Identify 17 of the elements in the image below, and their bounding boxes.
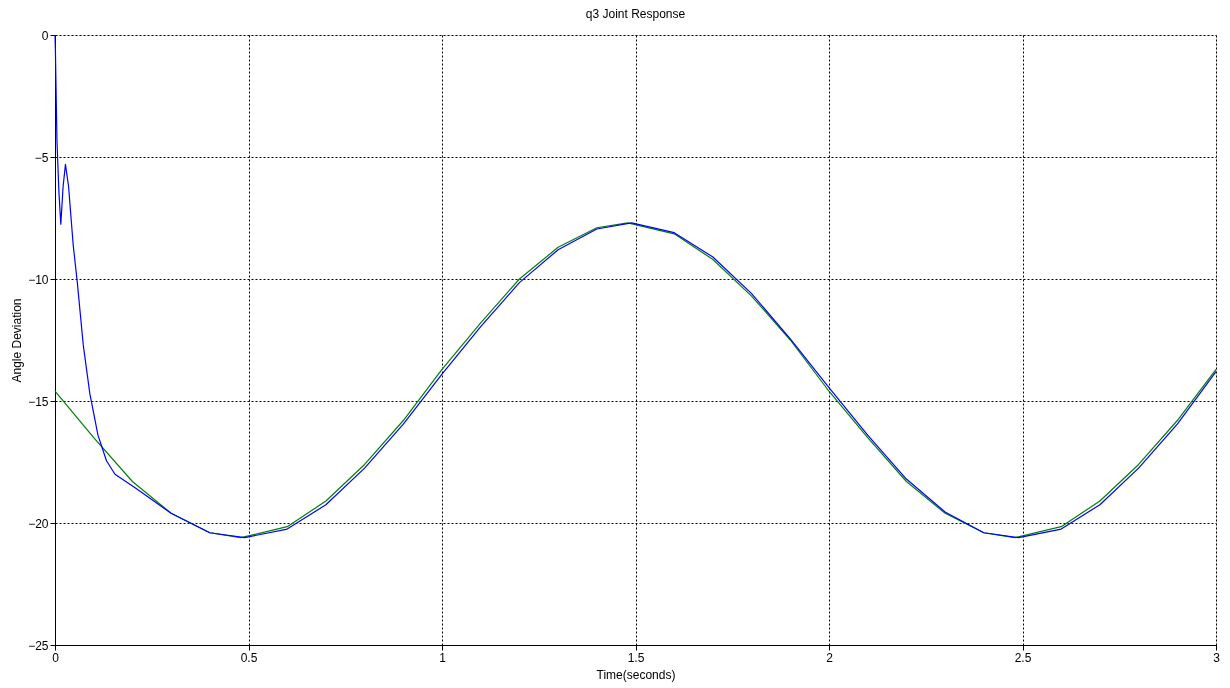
x-axis-title: Time(seconds) — [596, 667, 676, 682]
x-tick-label: 1 — [439, 650, 447, 665]
y-axis-title: Angle Deviation — [10, 298, 25, 383]
x-tick-label: 3 — [1213, 650, 1221, 665]
y-tick-label: −15 — [28, 394, 49, 409]
y-tick-label: −10 — [28, 272, 49, 287]
x-tick-label: 2 — [826, 650, 834, 665]
y-tick-label: −25 — [28, 638, 49, 653]
y-tick-label: −20 — [28, 516, 49, 531]
chart-title: q3 Joint Response — [585, 7, 686, 21]
x-tick-label: 1.5 — [627, 650, 645, 665]
y-tick-label: −5 — [34, 150, 49, 165]
x-tick-label: 2.5 — [1014, 650, 1032, 665]
x-tick-label: 0.5 — [240, 650, 258, 665]
y-tick-label: 0 — [41, 28, 49, 43]
line-series — [54, 222, 1217, 539]
x-tick-label: 0 — [52, 650, 60, 665]
